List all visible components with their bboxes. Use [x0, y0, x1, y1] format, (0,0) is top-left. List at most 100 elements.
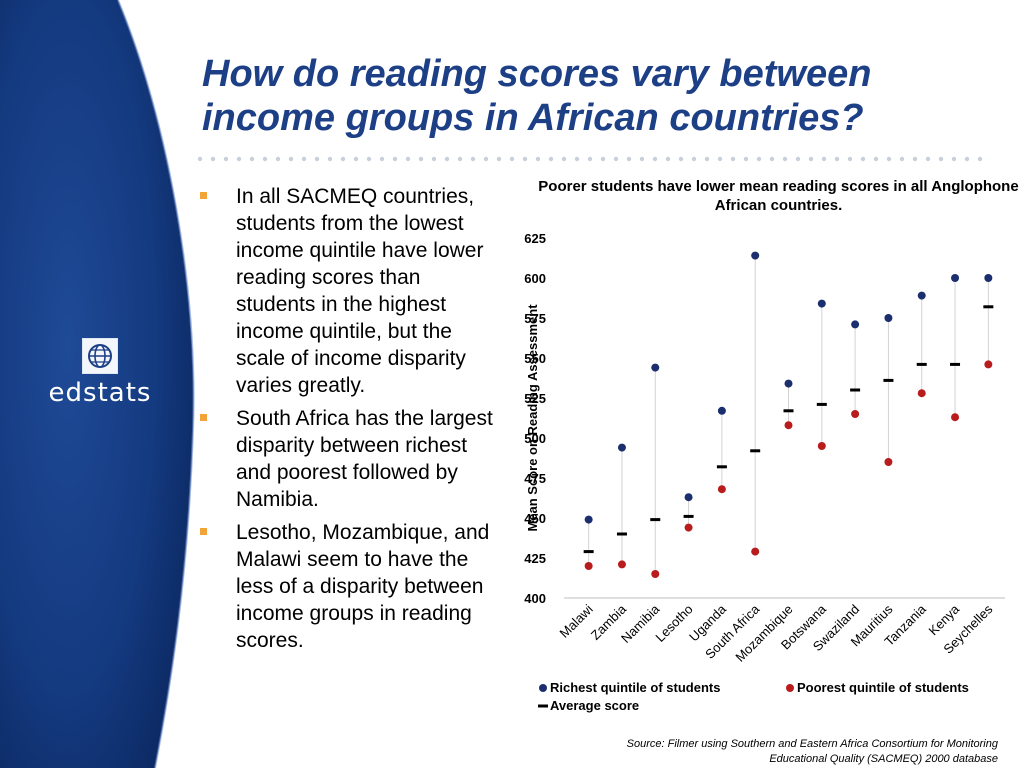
y-tick-label: 525: [524, 391, 546, 406]
y-tick-label: 450: [524, 511, 546, 526]
divider-dot: [795, 156, 801, 162]
divider-dot: [340, 156, 346, 162]
divider-dot: [977, 156, 983, 162]
chart-title: Poorer students have lower mean reading …: [538, 178, 1018, 214]
average-score-mark: [616, 532, 627, 536]
divider-dot: [704, 156, 710, 162]
legend-richest-label: Richest quintile of students: [550, 680, 720, 695]
y-tick-label: 500: [524, 431, 546, 446]
average-score-mark: [783, 409, 794, 413]
y-axis-label: Mean Score on Reading Assessment: [525, 304, 540, 532]
y-tick-label: 400: [524, 591, 546, 606]
divider-dot: [431, 156, 437, 162]
divider-dot: [418, 156, 424, 162]
divider-dot: [223, 156, 229, 162]
divider-dot: [782, 156, 788, 162]
richest-quintile-point: [884, 314, 893, 322]
divider-dot: [821, 156, 827, 162]
divider-dot: [457, 156, 463, 162]
divider-dot: [288, 156, 294, 162]
richest-quintile-point: [817, 299, 826, 308]
poorest-quintile-point: [651, 570, 660, 578]
divider-dot: [964, 156, 970, 162]
divider-dot: [886, 156, 892, 162]
richest-quintile-point: [951, 274, 960, 282]
divider-dot: [496, 156, 502, 162]
bullet-item: South Africa has the largest disparity b…: [200, 405, 500, 513]
divider-dot: [210, 156, 216, 162]
average-score-mark: [683, 514, 694, 518]
divider-dot: [561, 156, 567, 162]
richest-quintile-point: [851, 320, 860, 329]
poorest-quintile-point: [784, 421, 793, 430]
divider-dot: [275, 156, 281, 162]
richest-quintile-point: [751, 251, 760, 260]
globe-icon: [82, 338, 118, 374]
divider-dot: [262, 156, 268, 162]
y-tick-label: 550: [524, 351, 546, 366]
average-score-mark: [650, 518, 661, 522]
average-score-mark: [750, 449, 761, 453]
average-score-mark: [916, 362, 927, 366]
bullet-text: South Africa has the largest disparity b…: [236, 407, 493, 511]
divider-dot: [392, 156, 398, 162]
divider-dot: [808, 156, 814, 162]
divider-dot: [600, 156, 606, 162]
divider-dot: [522, 156, 528, 162]
poorest-quintile-point: [684, 523, 693, 532]
average-score-mark: [883, 378, 894, 382]
divider-dot: [899, 156, 905, 162]
slide-title: How do reading scores vary between incom…: [202, 53, 872, 139]
poorest-quintile-point: [917, 389, 926, 398]
poorest-quintile-point: [617, 560, 626, 569]
divider-dot: [652, 156, 658, 162]
brand-name: edstats: [48, 378, 152, 408]
divider-dot: [470, 156, 476, 162]
title-divider: [197, 156, 983, 162]
bullet-icon: [200, 528, 207, 535]
divider-dot: [873, 156, 879, 162]
poorest-quintile-point: [584, 562, 593, 570]
divider-dot: [925, 156, 931, 162]
divider-dot: [639, 156, 645, 162]
legend-richest-marker: [539, 684, 547, 692]
legend-poorest-marker: [786, 684, 794, 692]
divider-dot: [626, 156, 632, 162]
divider-dot: [743, 156, 749, 162]
y-tick-label: 600: [524, 271, 546, 286]
divider-dot: [951, 156, 957, 162]
poorest-quintile-point: [751, 547, 760, 556]
y-tick-label: 475: [524, 471, 546, 486]
divider-dot: [912, 156, 918, 162]
divider-dot: [691, 156, 697, 162]
average-score-mark: [716, 465, 727, 469]
edstats-logo: edstats: [30, 338, 170, 408]
average-score-mark: [950, 362, 961, 366]
y-tick-label: 425: [524, 551, 546, 566]
divider-dot: [509, 156, 515, 162]
bullet-list: In all SACMEQ countries, students from t…: [200, 183, 500, 660]
sidebar-background: [0, 0, 195, 768]
divider-dot: [847, 156, 853, 162]
poorest-quintile-point: [984, 360, 993, 369]
divider-dot: [327, 156, 333, 162]
divider-dot: [366, 156, 372, 162]
bullet-text: Lesotho, Mozambique, and Malawi seem to …: [236, 521, 490, 652]
richest-quintile-point: [651, 363, 660, 372]
legend-average-label: Average score: [550, 698, 639, 713]
divider-dot: [938, 156, 944, 162]
divider-dot: [574, 156, 580, 162]
y-tick-label: 575: [524, 311, 546, 326]
bullet-icon: [200, 414, 207, 421]
divider-dot: [483, 156, 489, 162]
bullet-icon: [200, 192, 207, 199]
y-tick-label: 625: [524, 231, 546, 246]
divider-dot: [730, 156, 736, 162]
divider-dot: [613, 156, 619, 162]
poorest-quintile-point: [851, 410, 860, 418]
poorest-quintile-point: [951, 413, 960, 422]
divider-dot: [197, 156, 203, 162]
bullet-text: In all SACMEQ countries, students from t…: [236, 185, 484, 397]
richest-quintile-point: [584, 515, 593, 524]
legend-poorest-label: Poorest quintile of students: [797, 680, 969, 695]
